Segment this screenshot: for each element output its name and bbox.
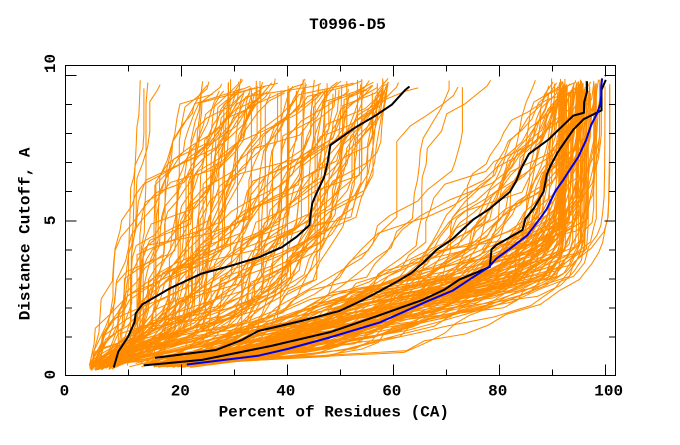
svg-text:40: 40 bbox=[276, 383, 295, 401]
svg-text:20: 20 bbox=[171, 383, 190, 401]
svg-text:T0996-D5: T0996-D5 bbox=[309, 16, 386, 34]
svg-text:0: 0 bbox=[42, 370, 60, 380]
svg-text:0: 0 bbox=[60, 383, 70, 401]
svg-text:Percent of Residues (CA): Percent of Residues (CA) bbox=[219, 404, 449, 422]
svg-text:10: 10 bbox=[42, 54, 60, 73]
svg-text:100: 100 bbox=[594, 383, 623, 401]
svg-text:Distance Cutoff, A: Distance Cutoff, A bbox=[17, 147, 35, 320]
svg-text:80: 80 bbox=[488, 383, 507, 401]
svg-text:60: 60 bbox=[382, 383, 401, 401]
svg-text:5: 5 bbox=[42, 215, 60, 225]
